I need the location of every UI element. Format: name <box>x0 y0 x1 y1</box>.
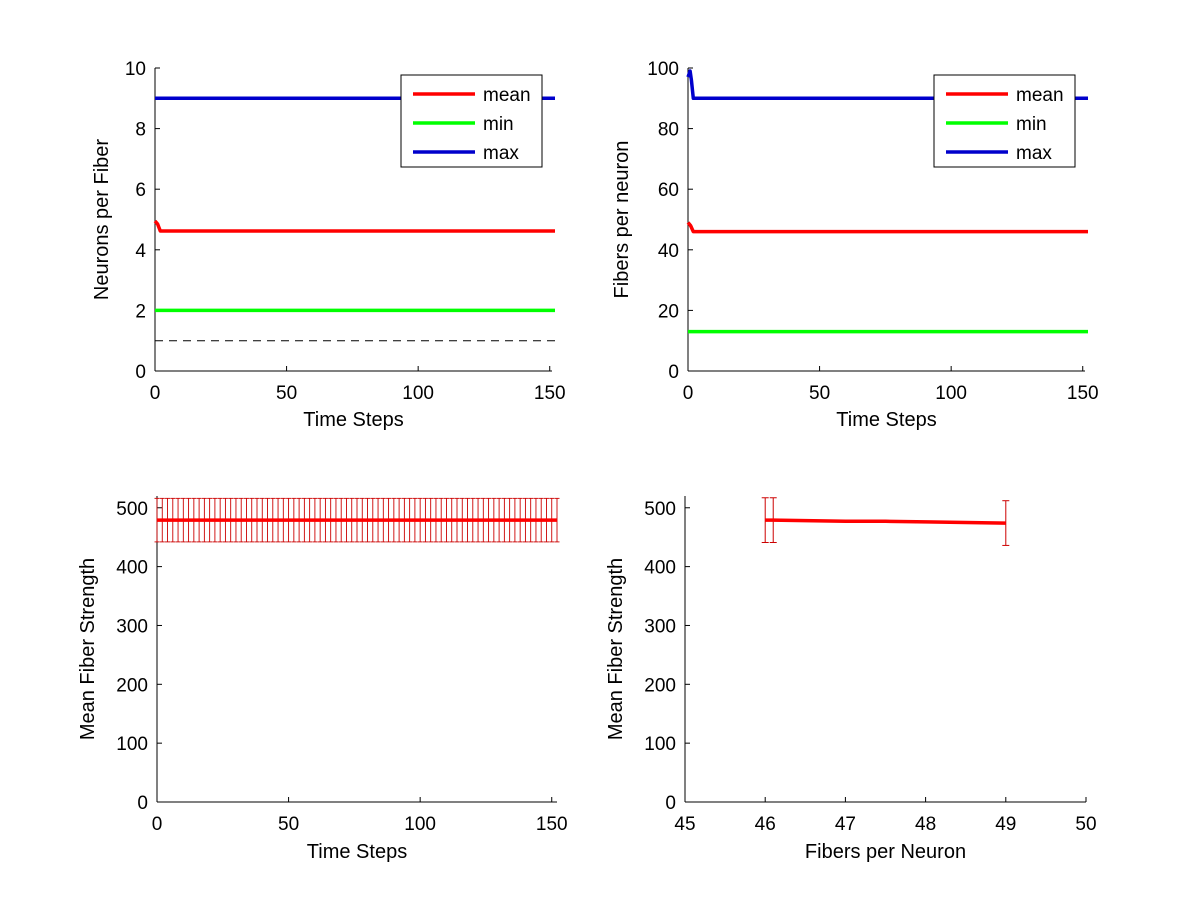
y-tick-label: 0 <box>137 793 148 814</box>
x-tick-label: 50 <box>278 814 299 835</box>
legend-label-max: max <box>483 143 519 164</box>
x-tick-label: 150 <box>534 383 566 404</box>
x-tick-label: 150 <box>1067 383 1099 404</box>
y-tick-label: 200 <box>644 675 676 696</box>
y-tick-label: 4 <box>135 241 146 262</box>
x-tick-label: 0 <box>683 383 694 404</box>
x-tick-label: 45 <box>674 814 695 835</box>
y-tick-label: 300 <box>116 616 148 637</box>
x-tick-label: 47 <box>835 814 856 835</box>
y-tick-label: 0 <box>665 793 676 814</box>
x-tick-label: 50 <box>809 383 830 404</box>
series-line-mean <box>765 518 1006 525</box>
x-tick-label: 0 <box>152 814 163 835</box>
legend-label-mean: mean <box>1016 85 1064 106</box>
series-line-max <box>686 69 1088 101</box>
legend: mean min max <box>400 74 543 168</box>
y-tick-label: 100 <box>644 734 676 755</box>
x-tick-label: 46 <box>755 814 776 835</box>
x-tick-label: 0 <box>150 383 161 404</box>
y-tick-label: 80 <box>658 120 679 141</box>
y-axis-label: Neurons per Fiber <box>91 139 113 301</box>
x-tick-label: 50 <box>276 383 297 404</box>
y-tick-label: 6 <box>135 180 146 201</box>
x-tick-label: 48 <box>915 814 936 835</box>
x-axis-label: Time Steps <box>836 409 936 431</box>
y-tick-label: 500 <box>644 499 676 520</box>
x-axis-label: Time Steps <box>303 409 403 431</box>
y-tick-label: 100 <box>647 59 679 80</box>
x-tick-label: 150 <box>536 814 568 835</box>
y-tick-label: 100 <box>116 734 148 755</box>
legend: mean min max <box>933 74 1076 168</box>
y-tick-label: 400 <box>644 558 676 579</box>
x-axis-label: Fibers per Neuron <box>805 841 966 863</box>
legend-label-max: max <box>1016 143 1052 164</box>
y-tick-label: 0 <box>668 362 679 383</box>
legend-label-min: min <box>483 114 514 135</box>
x-tick-label: 100 <box>404 814 436 835</box>
y-axis-label: Mean Fiber Strength <box>605 558 627 740</box>
x-tick-label: 50 <box>1075 814 1096 835</box>
y-tick-label: 500 <box>116 499 148 520</box>
y-tick-label: 300 <box>644 616 676 637</box>
chart-panel-3: 0 100 200 300 400 500 0 50 100 150 Time Steps Mean … <box>77 496 568 863</box>
y-tick-label: 200 <box>116 675 148 696</box>
legend-label-min: min <box>1016 114 1047 135</box>
x-tick-label: 100 <box>402 383 434 404</box>
y-tick-label: 2 <box>135 301 146 322</box>
chart-panel-2: 0 20 40 60 80 100 0 50 100 150 Time Steps Fibers pe… <box>611 59 1099 431</box>
x-tick-label: 49 <box>995 814 1016 835</box>
legend-label-mean: mean <box>483 85 531 106</box>
y-tick-label: 10 <box>125 59 146 80</box>
y-axis-label: Mean Fiber Strength <box>77 558 99 740</box>
y-tick-label: 60 <box>658 180 679 201</box>
x-tick-label: 100 <box>935 383 967 404</box>
y-tick-label: 0 <box>135 362 146 383</box>
y-tick-label: 20 <box>658 301 679 322</box>
chart-panel-4: 0 100 200 300 400 500 45 46 47 48 49 50 Fibers per N… <box>605 496 1097 863</box>
y-tick-label: 400 <box>116 558 148 579</box>
series-line-mean <box>153 219 555 233</box>
series-line-mean <box>686 221 1088 234</box>
y-axis-label: Fibers per neuron <box>611 141 633 299</box>
y-tick-label: 40 <box>658 241 679 262</box>
x-axis-label: Time Steps <box>307 841 407 863</box>
y-tick-label: 8 <box>135 120 146 141</box>
